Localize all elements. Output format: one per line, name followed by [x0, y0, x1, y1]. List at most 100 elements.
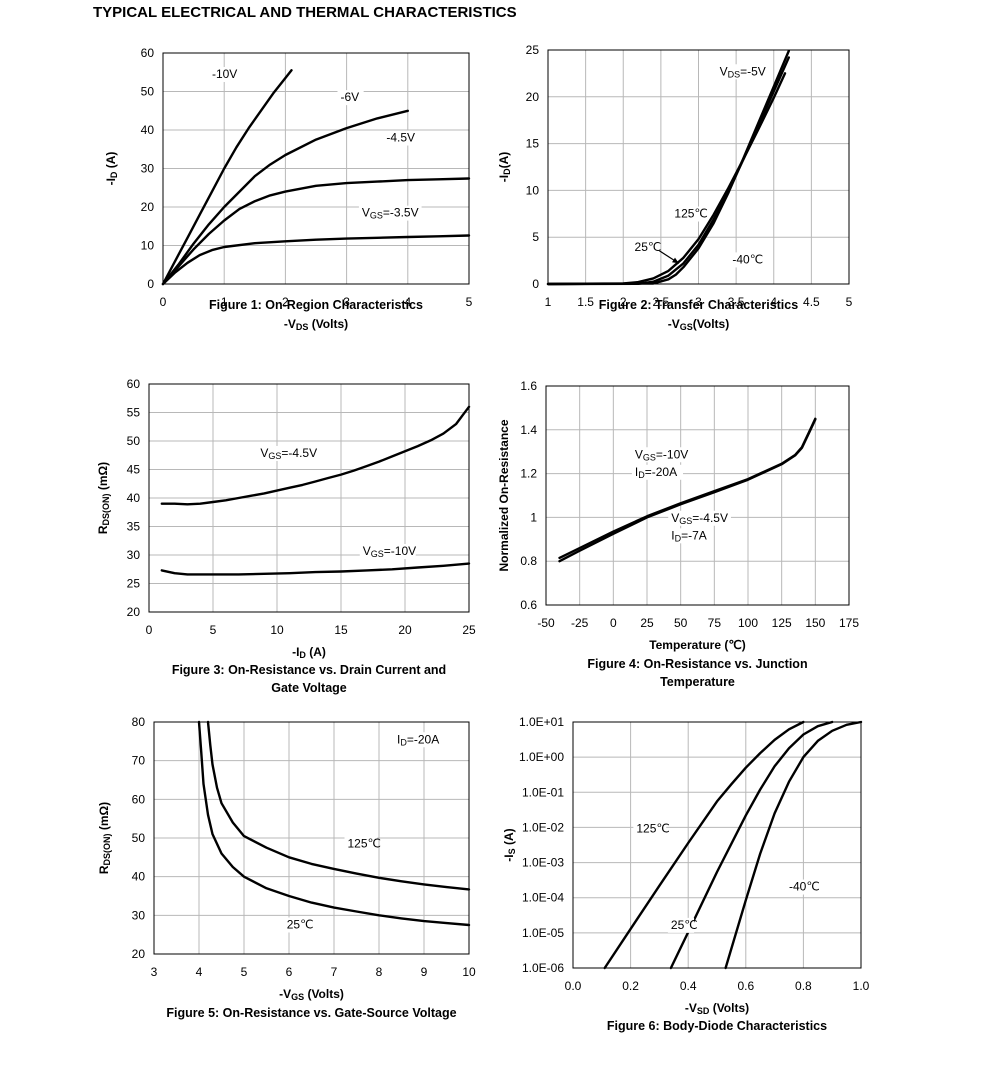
x-tick-label: 7 — [331, 965, 338, 979]
plot-frame — [153, 721, 470, 955]
y-tick-label: 60 — [132, 792, 146, 806]
curve-annotation: 25℃ — [287, 917, 314, 931]
y-tick-label: 0.8 — [520, 554, 537, 568]
curve-annotation: VGS=-3.5V — [362, 206, 419, 221]
grid — [546, 386, 849, 605]
x-tick-label: 3 — [695, 295, 702, 309]
x-tick-label: 3 — [343, 295, 350, 309]
y-tick-label: 1.0E-04 — [522, 891, 564, 905]
series-curve — [160, 405, 471, 506]
arrow-head — [672, 257, 679, 264]
y-tick-label: 10 — [141, 239, 155, 253]
y-tick-label: 40 — [141, 123, 155, 137]
y-tick-label: 60 — [141, 46, 155, 60]
x-tick-label: -25 — [571, 616, 589, 630]
annotation-background — [394, 732, 446, 748]
y-tick-label: 1.0E-02 — [522, 820, 564, 834]
y-tick-label: 50 — [127, 434, 141, 448]
x-tick-label: 175 — [839, 616, 859, 630]
annotation-background — [337, 90, 364, 106]
y-tick-label: 1.6 — [520, 379, 537, 393]
y-tick-label: 60 — [127, 377, 141, 391]
annotation-background — [668, 528, 713, 544]
figure-caption: Figure 1: On-Region Characteristics — [209, 298, 423, 312]
x-tick-label: 25 — [462, 623, 476, 637]
plot-frame — [545, 385, 850, 606]
figure-caption: Temperature — [660, 675, 735, 689]
annotation-background — [631, 447, 688, 463]
x-tick-label: 75 — [708, 616, 722, 630]
curve-annotation: -6V — [340, 90, 359, 104]
x-tick-label: 0.2 — [622, 979, 639, 993]
curve-annotation: 125℃ — [636, 821, 670, 835]
y-tick-label: 1.0E+00 — [519, 750, 564, 764]
annotation-background — [631, 240, 658, 256]
figure-6-body-diode-characteristics: 0.0 0.2 0.4 0.6 0.8 1.0 1.0E-06 1.0E-05 1.0E-04 1… — [502, 715, 870, 1033]
curve-annotation: 25℃ — [671, 918, 698, 932]
y-tick-label: 1.0E+01 — [519, 715, 564, 729]
y-tick-label: 70 — [132, 754, 146, 768]
figure-caption: Figure 2: Transfer Characteristics — [599, 298, 798, 312]
y-tick-label: 15 — [526, 137, 540, 151]
series-curve — [546, 72, 787, 286]
y-tick-label: 20 — [141, 200, 155, 214]
y-tick-label: 45 — [127, 463, 141, 477]
series-curve — [161, 234, 471, 286]
curve-annotation: 25℃ — [635, 240, 662, 254]
x-tick-label: 1 — [545, 295, 552, 309]
annotation-background — [631, 464, 684, 480]
series-curve — [546, 56, 790, 286]
annotation-background — [671, 206, 705, 222]
series-curve — [206, 720, 471, 891]
y-tick-label: 5 — [532, 230, 539, 244]
curve-annotation: VGS=-4.5V — [260, 446, 317, 461]
plot-frame — [162, 52, 470, 285]
figure-caption: Figure 6: Body-Diode Characteristics — [607, 1019, 827, 1033]
series-curve — [546, 49, 790, 286]
x-tick-label: 50 — [674, 616, 688, 630]
x-tick-label: 3.5 — [728, 295, 745, 309]
y-tick-label: 25 — [127, 577, 141, 591]
x-axis-label: -VGS(Volts) — [668, 317, 729, 332]
grid — [573, 722, 861, 968]
annotation-background — [283, 917, 310, 933]
series-curve — [558, 418, 817, 563]
curve-annotation: -4.5V — [386, 131, 415, 145]
x-tick-label: 4.5 — [803, 295, 820, 309]
y-tick-label: 35 — [127, 520, 141, 534]
y-axis-label: -ID(A) — [497, 152, 512, 183]
x-tick-label: 1.5 — [577, 295, 594, 309]
series-curve — [197, 720, 471, 927]
annotation-background — [358, 205, 422, 221]
y-tick-label: 80 — [132, 715, 146, 729]
plot-frame — [572, 721, 862, 969]
y-tick-label: 0.6 — [520, 598, 537, 612]
series-curve — [669, 720, 834, 970]
x-tick-label: -50 — [537, 616, 555, 630]
series-curve — [161, 109, 409, 286]
y-tick-label: 40 — [127, 491, 141, 505]
x-tick-label: 5 — [210, 623, 217, 637]
plot-frame — [148, 383, 470, 613]
x-tick-label: 2 — [620, 295, 627, 309]
series-curve — [161, 177, 471, 286]
annotation-background — [729, 252, 763, 268]
y-tick-label: 20 — [526, 90, 540, 104]
x-axis-label: -VDS (Volts) — [284, 317, 348, 332]
x-axis-label: -VGS (Volts) — [279, 987, 344, 1002]
x-axis-label: Temperature (℃) — [649, 638, 746, 652]
x-tick-label: 0 — [610, 616, 617, 630]
x-tick-label: 1 — [221, 295, 228, 309]
annotation-background — [633, 821, 667, 837]
grid — [163, 53, 469, 284]
y-tick-label: 1.0E-06 — [522, 961, 564, 975]
x-tick-label: 4 — [404, 295, 411, 309]
x-tick-label: 0 — [160, 295, 167, 309]
x-tick-label: 6 — [286, 965, 293, 979]
y-axis-label: RDS(ON) (mΩ) — [97, 802, 112, 874]
x-tick-label: 10 — [462, 965, 476, 979]
figure-caption: Gate Voltage — [271, 681, 347, 695]
y-tick-label: 50 — [132, 831, 146, 845]
figure-caption: Figure 3: On-Resistance vs. Drain Curren… — [172, 663, 446, 677]
annotation-background — [344, 836, 378, 852]
